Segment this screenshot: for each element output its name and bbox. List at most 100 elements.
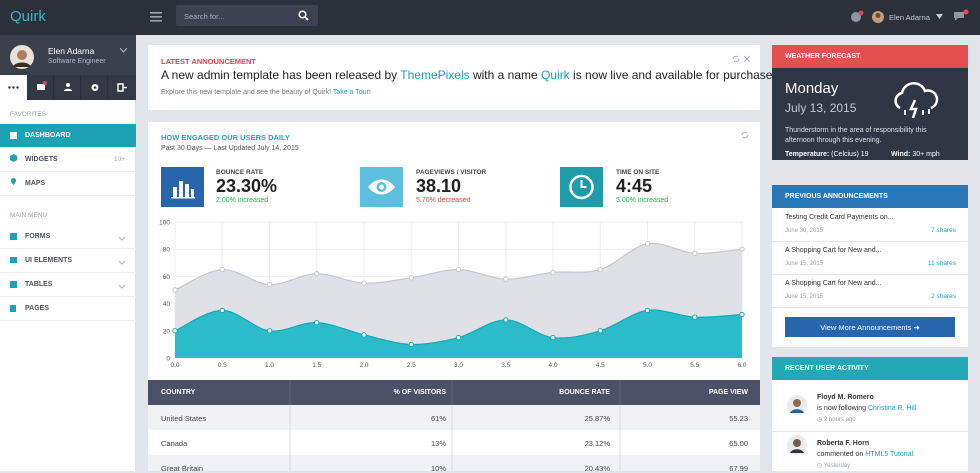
announcement-panel [148, 45, 760, 110]
globe-icon[interactable] [850, 10, 864, 24]
activity-time: ◷ 2 hours ago [817, 417, 856, 423]
text: with a name [469, 68, 542, 82]
announcement-title[interactable]: A Shopping Cart for New and... [785, 280, 882, 287]
x-tick-label: 3.5 [501, 362, 510, 369]
link[interactable]: Quirk [541, 68, 570, 82]
data-point [455, 334, 462, 341]
nav-item[interactable]: FORMS [0, 225, 136, 249]
user-name[interactable]: Elen Adarna [889, 13, 930, 22]
data-point [455, 266, 462, 273]
table-cell: 25.87% [584, 414, 610, 423]
sidebar [0, 100, 136, 471]
x-tick-label: 1.5 [312, 362, 321, 369]
data-point [361, 332, 367, 338]
chat-icon[interactable] [953, 9, 969, 24]
weather-day: Monday [785, 80, 839, 97]
profile-caret[interactable] [120, 48, 127, 53]
search-icon[interactable] [298, 10, 309, 21]
announcement-shares: 7 shares [931, 227, 956, 234]
refresh-icon[interactable] [741, 131, 749, 139]
weather-description: Thunderstorm in the area of responsibili… [785, 127, 927, 144]
table-cell: 67.99 [729, 464, 748, 473]
label: Temperature: [785, 151, 830, 158]
announcement-title[interactable]: A Shopping Cart for New and... [785, 247, 882, 254]
profile-avatar [10, 45, 34, 69]
stat-change: 5.70% decreased [416, 197, 471, 204]
table-cell: Great Britain [161, 464, 204, 473]
table-cell: Canada [161, 439, 188, 448]
nav-item[interactable]: PAGES [0, 297, 136, 321]
column-header: PAGE VIEW [708, 389, 748, 396]
view-more-button[interactable]: View More Announcements ➜ [785, 317, 955, 337]
nav-item[interactable]: WIDGETS [0, 148, 136, 172]
activity-time: ◷ Yesterday [817, 463, 851, 469]
data-point [219, 266, 225, 273]
activity-action: commented on HTML5 Tutorial [817, 451, 913, 458]
search-box[interactable]: Search for... [176, 5, 318, 26]
area-chart: 0 20 40 60 80 100 0.0 0.5 1.0 1.5 2.0 2.5 3.0 3.5 4.0 4… [159, 220, 747, 370]
nav-item[interactable]: TABLES [0, 273, 136, 297]
announcement-title[interactable]: Testing Credit Card Payments on... [785, 214, 894, 221]
y-tick-label: 80 [163, 247, 171, 254]
tab-icons[interactable] [27, 75, 136, 100]
data-point [739, 246, 745, 252]
area-fill [175, 310, 742, 358]
x-tick-label: 1.0 [265, 362, 274, 369]
data-point [644, 241, 651, 247]
nav-item[interactable]: DASHBOARD [0, 124, 136, 148]
user-avatar[interactable] [871, 10, 885, 24]
stat-value: 38.10 [416, 176, 462, 196]
top-bar [0, 0, 980, 35]
panel-tools[interactable] [731, 55, 751, 63]
table-header [148, 380, 760, 405]
item-divider [772, 431, 968, 432]
stat-icon [161, 167, 204, 207]
column-header: % OF VISITORS [393, 389, 446, 396]
activity-user[interactable]: Floyd M. Romero [817, 394, 874, 401]
announcement-shares: 2 shares [931, 293, 956, 300]
text: Explore this new template and see the be… [161, 89, 333, 96]
nav-item[interactable]: UI ELEMENTS [0, 249, 136, 273]
value: (Celcius) 19 [831, 151, 869, 158]
logo[interactable]: Quirk [10, 8, 46, 25]
panel-title: HOW ENGAGED OUR USERS DAILY [161, 133, 290, 142]
panel-title: PREVIOUS ANNOUNCEMENTS [772, 185, 968, 208]
menu-toggle[interactable] [150, 11, 162, 23]
link[interactable]: Christina R. Hill [867, 405, 917, 412]
data-point [408, 275, 414, 281]
button-label: View More Announcements [820, 323, 912, 332]
nav-item[interactable]: MAPS [0, 172, 136, 196]
data-point [503, 317, 509, 323]
stat-label: PAGEVIEWS / VISITOR [416, 169, 487, 176]
text: is now live and available for purchase! [569, 68, 776, 82]
data-point [361, 280, 367, 286]
activity-user[interactable]: Roberta F. Horn [817, 440, 870, 447]
weather-icon [894, 82, 939, 119]
table-row [148, 430, 760, 455]
panel-title: WEATHER FORECAST [772, 45, 968, 68]
weather-temperature: Temperature: (Celcius) 19 [785, 151, 869, 158]
table-cell: 55.23 [729, 414, 748, 423]
data-point [550, 269, 556, 276]
announcement-date: June 15, 2015 [785, 261, 824, 267]
x-tick-label: 4.5 [596, 362, 605, 369]
table-cell: 61% [430, 414, 446, 423]
panel-subtitle: Past 30 Days — Last Updated July 14, 201… [161, 145, 299, 152]
text: A new admin template has been released b… [161, 68, 401, 82]
tab-more[interactable] [0, 75, 27, 100]
x-tick-label: 4.0 [548, 362, 557, 369]
table-cell: 65.00 [729, 439, 748, 448]
link[interactable]: ThemePixels [400, 68, 470, 82]
link[interactable]: Take a Tour! [332, 89, 371, 96]
table-cell: 10% [430, 464, 446, 473]
y-tick-label: 100 [159, 220, 170, 227]
x-tick-label: 2.5 [407, 362, 416, 369]
link[interactable]: HTML5 Tutorial [865, 451, 914, 458]
data-point [692, 250, 698, 256]
text: commented on [817, 451, 864, 458]
activity-action: is now following Christina R. Hill [817, 405, 916, 412]
x-tick-label: 5.0 [643, 362, 652, 369]
caret [936, 14, 943, 19]
data-point [739, 311, 745, 318]
